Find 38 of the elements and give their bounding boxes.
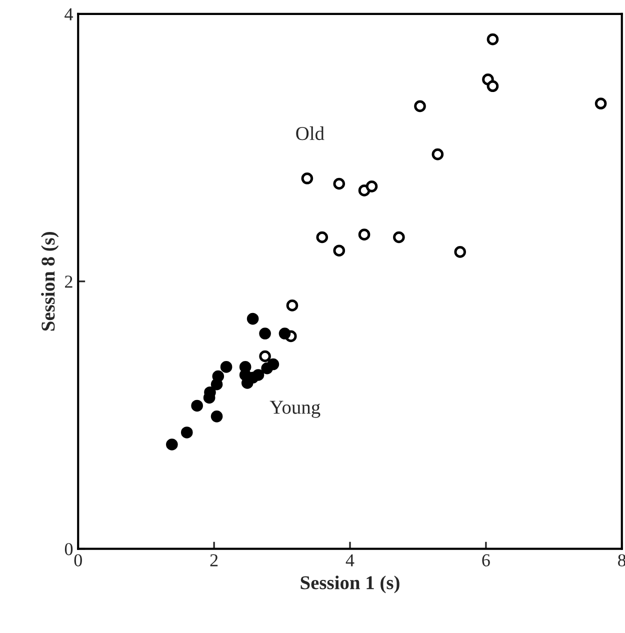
point <box>454 246 466 258</box>
point <box>259 350 271 362</box>
point <box>316 231 328 244</box>
point <box>486 33 499 46</box>
point <box>210 378 223 390</box>
y-tick-label: 0 <box>64 543 73 556</box>
point <box>358 228 370 240</box>
point <box>180 426 193 438</box>
x-tick-label: 4 <box>346 554 354 566</box>
y-axis-title: Session 8 (s) <box>41 232 59 331</box>
x-tick-label: 6 <box>482 554 490 566</box>
point <box>166 438 178 450</box>
x-tick-label: 0 <box>74 554 82 566</box>
point <box>333 178 346 190</box>
point <box>278 328 291 340</box>
y-tick-label: 4 <box>64 8 73 20</box>
point <box>210 410 223 422</box>
series-label: Old <box>296 126 324 140</box>
point <box>252 369 264 381</box>
point <box>366 180 378 192</box>
point <box>301 172 314 184</box>
point <box>191 400 203 412</box>
point <box>239 369 252 381</box>
point <box>486 80 499 92</box>
point <box>414 100 426 112</box>
point <box>333 244 346 257</box>
point <box>220 361 232 373</box>
point <box>267 358 280 370</box>
point <box>259 328 271 340</box>
point <box>286 300 298 312</box>
point <box>594 98 607 110</box>
point <box>432 148 444 160</box>
y-tick-label: 2 <box>65 276 72 288</box>
x-axis-title: Session 1 (s) <box>300 576 400 594</box>
point <box>246 312 259 325</box>
series-label: Young <box>270 400 320 418</box>
x-tick-label: 2 <box>210 554 218 566</box>
point <box>393 231 405 244</box>
